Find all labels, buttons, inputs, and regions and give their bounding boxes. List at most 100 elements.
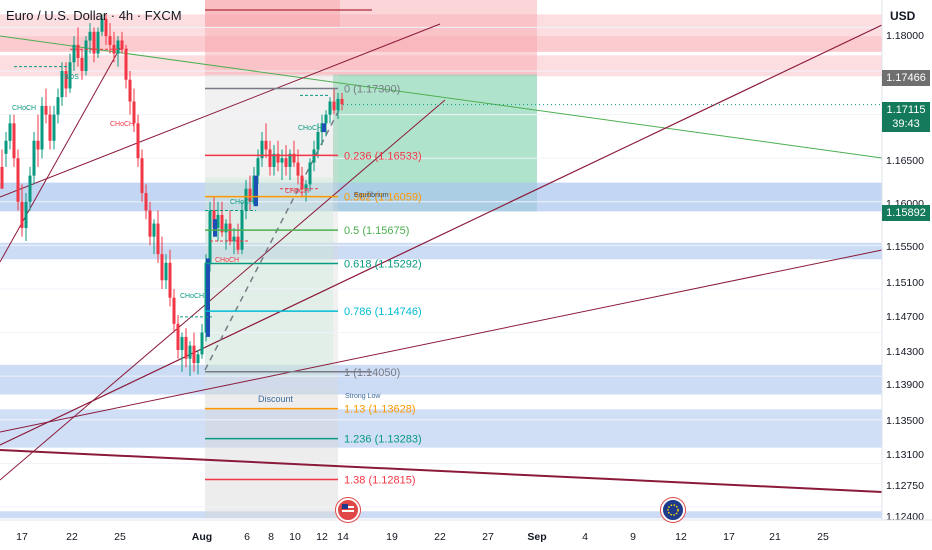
annotation-label: CHoCH [285, 188, 309, 195]
time-tick-label: 25 [817, 531, 829, 543]
trendlines-layer [0, 9, 883, 493]
candle-body [108, 36, 112, 45]
fib-level-label: 1 (1.14050) [344, 367, 400, 379]
candle-body [180, 336, 184, 350]
time-tick-label: 14 [337, 531, 349, 543]
time-tick-label: Sep [527, 531, 546, 543]
price-tick-label: 1.12750 [886, 480, 924, 492]
candle-body [272, 153, 276, 167]
channel-long-lower [0, 249, 883, 433]
demand-zone-5 [0, 511, 882, 519]
candle-body [304, 184, 308, 189]
fib-level-label: 1.38 (1.12815) [344, 474, 416, 486]
candle-body [292, 153, 296, 163]
candle-body [12, 123, 16, 159]
time-tick-label: 8 [268, 531, 274, 543]
time-tick-label: 6 [244, 531, 250, 543]
candle-body [24, 201, 28, 228]
time-tick-label: 22 [434, 531, 446, 543]
fib-level-label: 0.618 (1.15292) [344, 259, 422, 271]
us-flag-event-icon[interactable] [336, 498, 360, 522]
candle-body [140, 158, 144, 194]
channel-long-upper [0, 24, 883, 446]
candle-body [236, 236, 240, 250]
demand-zone-1 [0, 182, 882, 212]
candle-body [176, 323, 180, 350]
candle-body [264, 140, 268, 150]
candle-body [144, 193, 148, 211]
candle-body [328, 101, 332, 115]
annotations-layer: BOS CHoCH CHoCH CHoCH CHoCH CHoCH CHoCH CHoCH Eq… [12, 48, 882, 404]
candle-body [52, 114, 56, 141]
order-block [213, 219, 217, 237]
time-tick-label: 12 [316, 531, 328, 543]
candle-body [128, 79, 132, 102]
eu-flag-event-icon[interactable] [661, 498, 685, 522]
price-tick-label: 1.13900 [886, 379, 924, 391]
symbol-title[interactable]: Euro / U.S. Dollar · 4h · FXCM [6, 8, 182, 23]
candle-body [68, 62, 72, 89]
demand-zone-4 [0, 409, 882, 448]
candle-body [316, 132, 320, 150]
annotation-label: CHoCH [215, 257, 239, 264]
channel-mid-upper [0, 23, 441, 198]
candle-body [44, 105, 48, 115]
candle-body [296, 162, 300, 176]
candle-body [324, 114, 328, 124]
time-tick-label: Aug [192, 531, 212, 543]
fib-level-label: 0.236 (1.16533) [344, 150, 422, 162]
annotation-label: Equilibrium [354, 192, 389, 199]
candle-body [256, 158, 260, 176]
fib-level-label: 0 (1.17300) [344, 83, 400, 95]
time-tick-label: 12 [675, 531, 687, 543]
zones-layer [0, 0, 882, 519]
bar-countdown: 39:43 [882, 117, 930, 132]
candle-body [20, 201, 24, 228]
annotation-label: Discount [258, 394, 294, 404]
candle-body [8, 123, 12, 141]
order-block [254, 175, 258, 207]
candle-body [288, 153, 292, 167]
price-badge-upper: 1.17466 [882, 70, 930, 86]
time-tick-label: 22 [66, 531, 78, 543]
candle-body [160, 254, 164, 281]
fib-level-label: 1.13 (1.13628) [344, 404, 416, 416]
demand-zone-2 [0, 242, 882, 260]
fib-level-label: 0.786 (1.14746) [344, 306, 422, 318]
time-tick-label: 19 [386, 531, 398, 543]
annotation-label: CHoCH [180, 293, 204, 300]
price-tick-label: 1.13500 [886, 415, 924, 427]
candle-body [80, 57, 84, 72]
price-tick-label: 1.14300 [886, 346, 924, 358]
candle-body [220, 214, 224, 233]
risk-box [205, 0, 537, 75]
candle-body [280, 158, 284, 163]
candle-body [0, 166, 4, 189]
annotation-label: CHoCH [110, 121, 134, 128]
time-tick-label: 25 [114, 531, 126, 543]
candle-body [64, 71, 68, 89]
currency-label[interactable]: USD [890, 9, 916, 23]
candle-body [116, 40, 120, 54]
annotation-label: CHoCH [298, 125, 322, 132]
price-badge-last: 1.17115 [882, 102, 930, 118]
candle-body [208, 210, 212, 263]
candle-body [216, 214, 220, 228]
candle-body [184, 336, 188, 359]
candle-body [36, 140, 40, 150]
candles-layer [0, 14, 344, 377]
candle-body [260, 140, 264, 159]
price-tick-label: 1.18000 [886, 30, 924, 42]
annotation-label: CHoCH [230, 199, 254, 206]
candle-body [164, 262, 168, 281]
candle-body [332, 101, 336, 111]
fib-level-label: 1.236 (1.13283) [344, 434, 422, 446]
candle-body [104, 18, 108, 37]
candle-body [232, 236, 236, 242]
time-tick-label: 9 [630, 531, 636, 543]
candle-body [100, 18, 104, 32]
candle-body [92, 31, 96, 54]
time-tick-label: 17 [723, 531, 735, 543]
